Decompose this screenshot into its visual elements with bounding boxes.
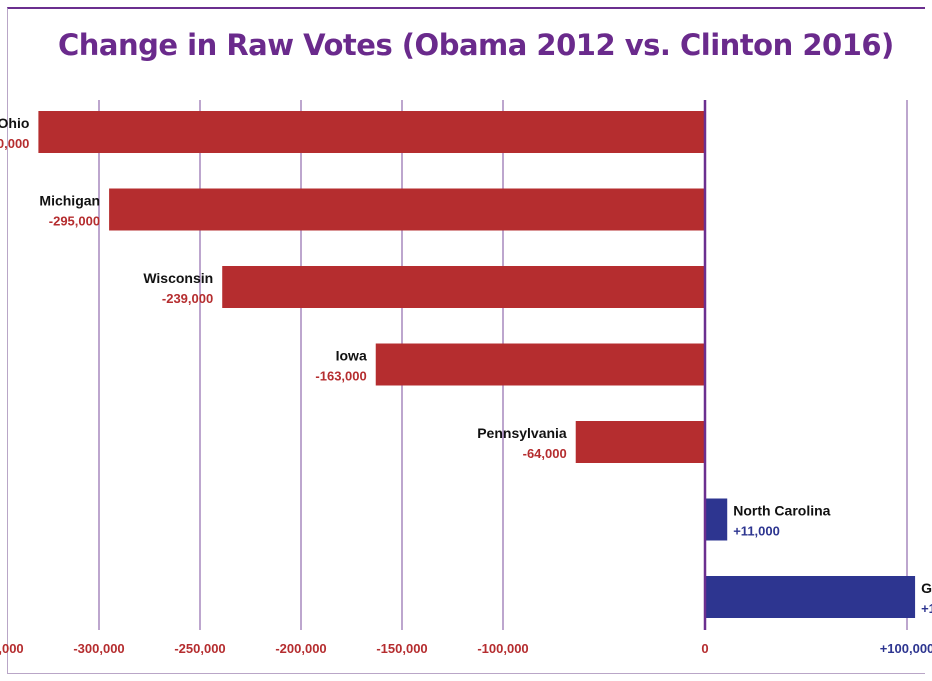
- category-label: Iowa: [336, 348, 367, 364]
- bars: [38, 100, 916, 630]
- chart-title: Change in Raw Votes (Obama 2012 vs. Clin…: [58, 28, 894, 62]
- x-tick-label: 0: [701, 641, 708, 656]
- value-label: -239,000: [162, 291, 213, 306]
- x-tick-label: -250,000: [174, 641, 225, 656]
- category-label: Michigan: [39, 193, 100, 209]
- category-label: Pennsylvania: [477, 425, 567, 441]
- x-tick-label: -350,000: [0, 641, 24, 656]
- bar-labels: Ohio -330,000 Michigan -295,000 Wisconsin -23…: [0, 115, 932, 616]
- value-label: -64,000: [523, 446, 567, 461]
- category-label: Georgia: [921, 580, 932, 596]
- bar: [575, 421, 705, 463]
- bar: [375, 343, 705, 386]
- chart-frame: [7, 7, 925, 674]
- bar: [705, 498, 728, 541]
- x-tick-label: -150,000: [376, 641, 427, 656]
- x-axis-ticks: -350,000 -300,000 -250,000 -200,000 -150,000…: [0, 641, 932, 656]
- bar: [705, 576, 916, 618]
- x-tick-label: -200,000: [275, 641, 326, 656]
- x-tick-label: -100,000: [477, 641, 528, 656]
- category-label: Ohio: [0, 115, 29, 131]
- value-label: +11,000: [733, 524, 780, 539]
- value-label: -295,000: [49, 214, 100, 229]
- bar: [109, 188, 706, 231]
- category-label: Wisconsin: [143, 270, 213, 286]
- x-tick-label: +100,000: [880, 641, 932, 656]
- category-label: North Carolina: [733, 503, 830, 519]
- value-label: +104,000: [921, 601, 932, 616]
- bar: [222, 266, 705, 308]
- bar: [38, 111, 705, 153]
- value-label: -163,000: [315, 369, 366, 384]
- x-tick-label: -300,000: [73, 641, 124, 656]
- value-label: -330,000: [0, 136, 29, 151]
